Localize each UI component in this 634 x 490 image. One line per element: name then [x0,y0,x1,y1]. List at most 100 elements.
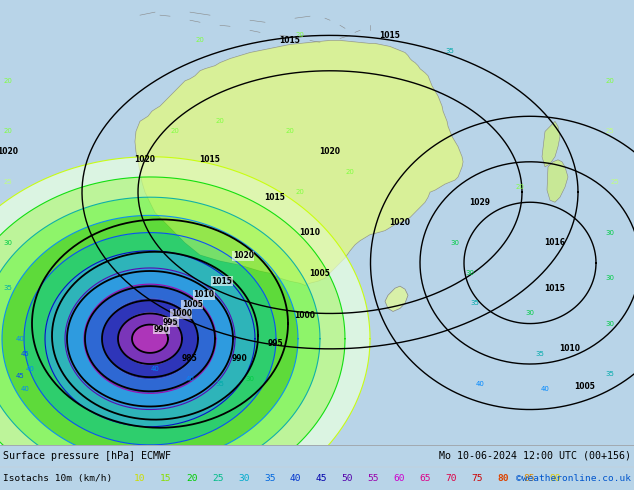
Text: 30: 30 [451,240,460,245]
Polygon shape [135,41,463,285]
Text: Mo 10-06-2024 12:00 UTC (00+156): Mo 10-06-2024 12:00 UTC (00+156) [439,451,631,461]
Text: 40: 40 [541,386,550,392]
Text: 985: 985 [182,354,198,364]
Polygon shape [135,41,463,285]
Text: 35: 35 [536,351,545,357]
Text: 65: 65 [420,474,431,484]
Text: 85: 85 [523,474,535,484]
Text: 1015: 1015 [212,277,233,286]
Text: 25: 25 [212,474,224,484]
Text: 1015: 1015 [545,284,566,293]
Text: 25: 25 [611,179,619,185]
Text: 990: 990 [154,325,169,334]
Polygon shape [542,122,560,167]
Text: 30: 30 [4,240,13,245]
Text: 1020: 1020 [389,218,410,227]
Text: 45: 45 [16,373,24,379]
Text: 20: 20 [171,128,179,134]
Polygon shape [24,233,276,445]
Text: 45: 45 [316,474,327,484]
Text: 1029: 1029 [470,198,491,207]
Text: 55: 55 [368,474,379,484]
Text: 40: 40 [20,386,29,392]
Text: 1020: 1020 [233,251,254,260]
Text: 1016: 1016 [545,238,566,247]
Text: 1010: 1010 [559,344,581,353]
Text: 20: 20 [4,128,13,134]
Text: 45: 45 [21,351,29,357]
Text: 20: 20 [346,169,354,175]
Text: 40: 40 [25,366,34,372]
Text: 25: 25 [4,179,13,185]
Text: 1000: 1000 [171,309,191,318]
Text: 40: 40 [476,381,484,387]
Polygon shape [385,286,408,312]
Text: Isotachs 10m (km/h): Isotachs 10m (km/h) [3,474,112,484]
Text: 35: 35 [4,285,13,291]
Text: 40: 40 [290,474,301,484]
Text: 40: 40 [16,336,25,342]
Text: 30: 30 [465,270,474,276]
Polygon shape [0,157,370,490]
Polygon shape [65,268,235,410]
Text: 20: 20 [605,78,614,84]
Text: 80: 80 [498,474,509,484]
Text: 35: 35 [605,371,614,377]
Text: 50: 50 [342,474,353,484]
Polygon shape [102,298,198,379]
Text: 30: 30 [605,230,614,236]
Polygon shape [0,197,320,480]
Text: 35: 35 [216,381,224,387]
Text: 70: 70 [446,474,457,484]
Text: Surface pressure [hPa] ECMWF: Surface pressure [hPa] ECMWF [3,451,171,461]
Text: 1020: 1020 [134,155,155,164]
Text: ©weatheronline.co.uk: ©weatheronline.co.uk [516,474,631,484]
Text: 1015: 1015 [280,36,301,45]
Polygon shape [2,216,298,462]
Text: 20: 20 [186,474,198,484]
Text: 1015: 1015 [380,31,401,40]
Text: 1005: 1005 [309,269,330,277]
Text: 75: 75 [472,474,483,484]
Text: 35: 35 [446,48,455,53]
Polygon shape [45,251,255,427]
Text: 15: 15 [160,474,172,484]
Text: 30: 30 [526,311,534,317]
Text: 10: 10 [134,474,146,484]
Text: 1005: 1005 [574,382,595,391]
Text: 1015: 1015 [264,193,285,202]
Text: 30: 30 [605,320,614,326]
Text: 20: 20 [295,189,304,195]
Text: 25: 25 [605,128,614,134]
Text: 40: 40 [186,376,195,382]
Text: 35: 35 [470,300,479,306]
Polygon shape [132,324,168,353]
Text: 30: 30 [238,474,250,484]
Polygon shape [84,284,216,393]
Text: 1000: 1000 [295,311,316,320]
Text: 40: 40 [150,366,159,372]
Text: 1020: 1020 [320,147,340,156]
Text: 995: 995 [267,339,283,348]
Text: 1005: 1005 [182,300,203,309]
Text: 30: 30 [605,275,614,281]
Text: 1020: 1020 [0,147,18,156]
Text: 20: 20 [195,37,204,44]
Text: 20: 20 [4,78,13,84]
Text: 1010: 1010 [299,228,321,237]
Text: 20: 20 [295,32,304,38]
Text: 30: 30 [245,376,254,382]
Text: 90: 90 [549,474,560,484]
Text: 990: 990 [232,354,248,364]
Text: 35: 35 [264,474,275,484]
Polygon shape [0,177,345,490]
Text: 60: 60 [394,474,405,484]
Text: 20: 20 [515,184,524,190]
Polygon shape [547,160,568,202]
Text: 20: 20 [285,128,294,134]
Text: 20: 20 [216,119,224,124]
Text: 1010: 1010 [193,290,214,299]
Text: 1015: 1015 [200,155,221,164]
Polygon shape [118,313,182,365]
Text: 995: 995 [163,318,179,327]
